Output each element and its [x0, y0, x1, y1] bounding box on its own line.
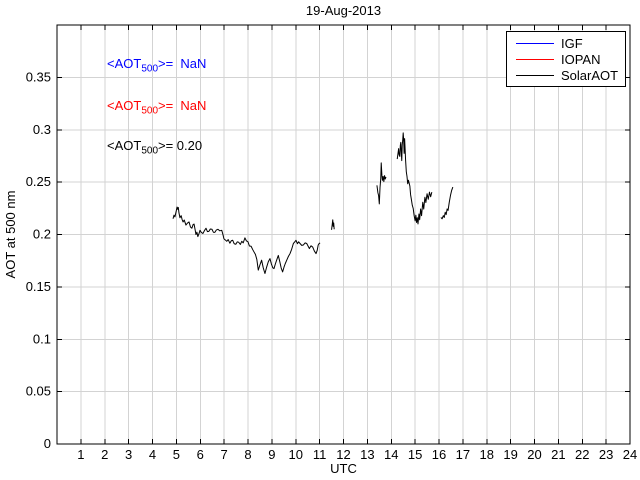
annotation-text: <AOT	[107, 56, 142, 71]
y-tick-label: 0.1	[33, 331, 51, 346]
x-tick-label: 4	[149, 447, 156, 462]
x-tick-label: 13	[360, 447, 374, 462]
chart-title: 19-Aug-2013	[305, 3, 382, 18]
y-tick-label: 0.25	[26, 174, 51, 189]
legend-item-label: IOPAN	[561, 51, 601, 67]
x-tick-label: 1	[77, 447, 84, 462]
annotation-solaraot-mean-aot: <AOT500>= 0.20	[107, 138, 202, 157]
x-tick-label: 16	[432, 447, 446, 462]
series-solaraot-line	[172, 206, 321, 274]
annotation-text: <AOT	[107, 138, 142, 153]
x-tick-label: 19	[503, 447, 517, 462]
x-tick-label: 2	[101, 447, 108, 462]
x-tick-label: 6	[197, 447, 204, 462]
y-tick-label: 0.05	[26, 384, 51, 399]
x-tick-label: 12	[336, 447, 350, 462]
x-tick-label: 22	[575, 447, 589, 462]
annotation-subscript: 500	[141, 105, 159, 117]
x-tick-label: 8	[244, 447, 251, 462]
legend-line-sample	[516, 74, 554, 76]
annotation-subscript: 500	[141, 63, 159, 75]
x-tick-label: 18	[480, 447, 494, 462]
x-tick-label: 24	[623, 447, 637, 462]
legend-item-igf: IGF	[507, 35, 625, 51]
annotation-text: <AOT	[107, 98, 142, 113]
x-tick-label: 7	[221, 447, 228, 462]
annotation-subscript: 500	[141, 145, 159, 157]
x-tick-label: 20	[527, 447, 541, 462]
x-tick-label: 15	[408, 447, 422, 462]
y-tick-label: 0.15	[26, 279, 51, 294]
x-tick-label: 23	[599, 447, 613, 462]
series-solaraot-line	[440, 186, 454, 220]
plot-border	[56, 24, 631, 445]
y-tick-label: 0.35	[26, 69, 51, 84]
x-tick-label: 5	[173, 447, 180, 462]
y-axis-label: AOT at 500 nm	[3, 190, 18, 279]
series-solaraot-line	[376, 162, 387, 205]
y-tick-label: 0	[44, 436, 51, 451]
x-tick-label: 11	[313, 447, 327, 462]
legend-item-label: IGF	[561, 35, 583, 51]
x-tick-label: 9	[268, 447, 275, 462]
annotation-iopan-mean-aot: <AOT500>= NaN	[107, 98, 206, 117]
annotation-igf-mean-aot: <AOT500>= NaN	[107, 56, 206, 75]
x-tick-label: 14	[384, 447, 398, 462]
legend-line-sample	[516, 42, 554, 44]
x-tick-label: 10	[289, 447, 303, 462]
legend: IGF IOPAN SolarAOT	[506, 31, 626, 87]
y-tick-label: 0.3	[33, 122, 51, 137]
legend-item-iopan: IOPAN	[507, 51, 625, 67]
x-axis-label: UTC	[330, 461, 357, 476]
series-solaraot-line	[331, 219, 335, 230]
x-tick-label: 17	[456, 447, 470, 462]
legend-line-sample	[516, 58, 554, 60]
legend-item-label: SolarAOT	[561, 67, 619, 83]
annotation-value: >= NaN	[158, 56, 207, 71]
x-tick-label: 21	[551, 447, 565, 462]
x-tick-label: 3	[125, 447, 132, 462]
annotation-value: >= 0.20	[158, 138, 203, 153]
y-tick-label: 0.2	[33, 227, 51, 242]
annotation-value: >= NaN	[158, 98, 207, 113]
legend-item-solaraot: SolarAOT	[507, 67, 625, 83]
series-solaraot-line	[396, 132, 433, 225]
